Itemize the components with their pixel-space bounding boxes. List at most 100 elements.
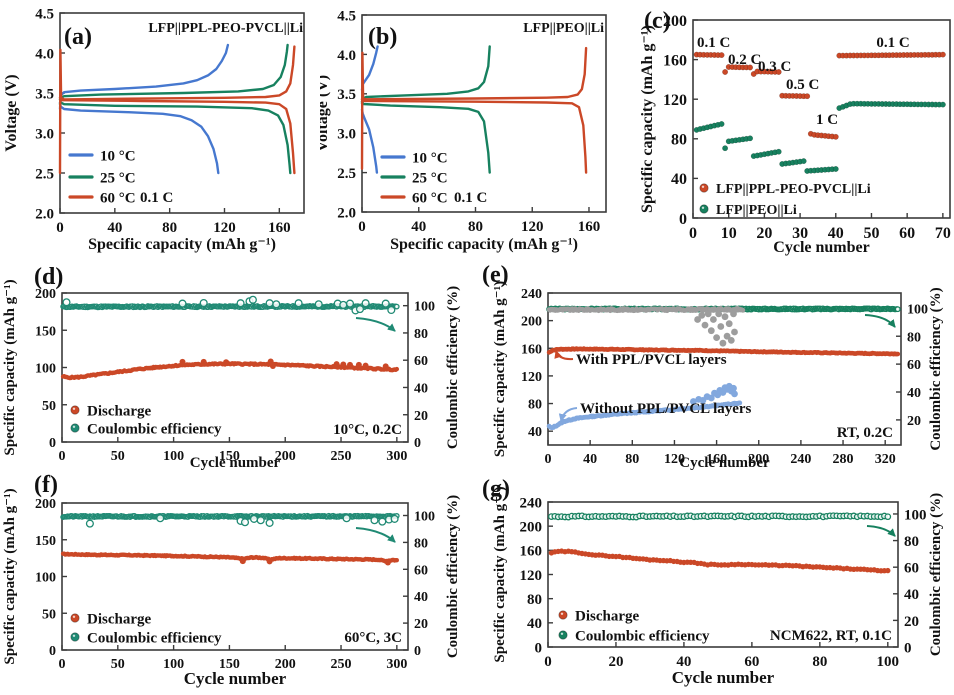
svg-text:10°C, 0.2C: 10°C, 0.2C bbox=[333, 422, 402, 438]
svg-text:Specific capacity (mAh g⁻¹): Specific capacity (mAh g⁻¹) bbox=[88, 236, 276, 253]
panel-a-voltage-profiles-ppl-peo-pvcl: 2.0 2.5 3.0 3.5 4.0 4.5 0 40 80 120 160 Voltage (V)… bbox=[3, 6, 305, 253]
svg-text:150: 150 bbox=[35, 324, 56, 339]
svg-text:320: 320 bbox=[875, 452, 896, 467]
svg-text:150: 150 bbox=[35, 534, 56, 549]
svg-text:3.0: 3.0 bbox=[337, 127, 356, 143]
svg-text:0.1 C: 0.1 C bbox=[454, 190, 487, 206]
svg-text:150: 150 bbox=[219, 657, 240, 672]
svg-text:100: 100 bbox=[35, 571, 56, 586]
panel-d-cycling-10c-02c: 0 50 100 150 200 0 50 100 150 200 250 300 0 20 40 60 80 1… bbox=[2, 264, 461, 471]
svg-text:100: 100 bbox=[163, 657, 184, 672]
svg-text:Coulombic efficiency (%): Coulombic efficiency (%) bbox=[445, 495, 461, 658]
svg-text:100: 100 bbox=[904, 507, 927, 523]
svg-text:80: 80 bbox=[812, 654, 827, 670]
svg-text:20: 20 bbox=[608, 654, 623, 670]
svg-text:300: 300 bbox=[386, 449, 407, 464]
svg-text:70: 70 bbox=[935, 225, 951, 242]
svg-text:100: 100 bbox=[877, 654, 900, 670]
svg-text:60 °C: 60 °C bbox=[100, 190, 136, 206]
svg-text:10: 10 bbox=[721, 225, 737, 242]
svg-text:RT, 0.2C: RT, 0.2C bbox=[837, 425, 893, 441]
svg-text:(f): (f) bbox=[34, 472, 58, 498]
svg-text:Voltage (V): Voltage (V) bbox=[3, 74, 20, 151]
svg-text:Cycle number: Cycle number bbox=[190, 455, 281, 471]
svg-text:240: 240 bbox=[520, 495, 543, 511]
svg-text:120: 120 bbox=[520, 568, 543, 584]
svg-text:40: 40 bbox=[414, 590, 428, 605]
svg-text:40: 40 bbox=[528, 425, 542, 440]
svg-text:0.1 C: 0.1 C bbox=[697, 35, 730, 51]
svg-text:80: 80 bbox=[162, 220, 177, 236]
svg-text:150: 150 bbox=[219, 449, 240, 464]
svg-text:3.0: 3.0 bbox=[35, 126, 54, 142]
svg-text:0: 0 bbox=[545, 452, 552, 467]
svg-text:50: 50 bbox=[111, 449, 125, 464]
svg-text:2.5: 2.5 bbox=[35, 166, 54, 182]
svg-text:0: 0 bbox=[358, 219, 366, 235]
svg-text:2.0: 2.0 bbox=[35, 206, 54, 222]
svg-text:With PPL/PVCL layers: With PPL/PVCL layers bbox=[576, 352, 727, 368]
svg-text:Specific capacity (mAh g⁻¹): Specific capacity (mAh g⁻¹) bbox=[492, 486, 508, 662]
svg-text:80: 80 bbox=[671, 132, 687, 149]
svg-text:80: 80 bbox=[625, 452, 639, 467]
svg-text:240: 240 bbox=[790, 452, 811, 467]
svg-text:0: 0 bbox=[544, 654, 552, 670]
svg-text:80: 80 bbox=[904, 534, 919, 550]
svg-text:40: 40 bbox=[414, 382, 428, 397]
svg-text:Cycle number: Cycle number bbox=[773, 239, 869, 256]
svg-text:0.1 C: 0.1 C bbox=[140, 190, 173, 206]
svg-text:LFP||PEO||Li: LFP||PEO||Li bbox=[716, 203, 797, 218]
svg-text:LFP||PPL-PEO-PVCL||Li: LFP||PPL-PEO-PVCL||Li bbox=[716, 182, 871, 197]
svg-text:200: 200 bbox=[663, 13, 687, 30]
svg-text:160: 160 bbox=[706, 452, 727, 467]
svg-text:120: 120 bbox=[521, 370, 542, 385]
svg-text:0.2 C: 0.2 C bbox=[728, 52, 761, 68]
svg-text:Cycle number: Cycle number bbox=[184, 669, 287, 688]
svg-text:20: 20 bbox=[904, 614, 919, 630]
svg-text:60: 60 bbox=[744, 654, 759, 670]
svg-text:100: 100 bbox=[35, 362, 56, 377]
svg-text:60 °C: 60 °C bbox=[412, 190, 448, 206]
svg-text:30: 30 bbox=[792, 225, 808, 242]
svg-text:120: 120 bbox=[664, 452, 685, 467]
svg-text:160: 160 bbox=[663, 52, 687, 69]
svg-text:Voltage (V): Voltage (V) bbox=[320, 75, 331, 152]
svg-text:NCM622, RT, 0.1C: NCM622, RT, 0.1C bbox=[770, 628, 892, 644]
svg-text:4.5: 4.5 bbox=[35, 6, 54, 22]
svg-text:(c): (c) bbox=[644, 8, 671, 34]
svg-text:0.1 C: 0.1 C bbox=[876, 35, 909, 51]
svg-text:250: 250 bbox=[331, 657, 352, 672]
svg-text:60°C, 3C: 60°C, 3C bbox=[344, 630, 402, 646]
svg-text:Discharge: Discharge bbox=[575, 608, 639, 624]
svg-text:40: 40 bbox=[583, 452, 597, 467]
svg-text:Cycle number: Cycle number bbox=[679, 455, 770, 471]
svg-text:200: 200 bbox=[275, 449, 296, 464]
svg-text:60: 60 bbox=[414, 354, 428, 369]
svg-text:60: 60 bbox=[907, 358, 921, 373]
svg-text:120: 120 bbox=[521, 219, 544, 235]
svg-text:Without PPL/PVCL layers: Without PPL/PVCL layers bbox=[580, 401, 752, 417]
svg-text:2.0: 2.0 bbox=[337, 205, 356, 221]
svg-text:160: 160 bbox=[578, 219, 601, 235]
svg-text:120: 120 bbox=[663, 92, 687, 109]
svg-text:0: 0 bbox=[49, 644, 56, 659]
svg-text:50: 50 bbox=[863, 225, 879, 242]
svg-text:200: 200 bbox=[520, 520, 543, 536]
svg-text:(b): (b) bbox=[368, 24, 397, 50]
svg-text:200: 200 bbox=[35, 497, 56, 512]
svg-text:100: 100 bbox=[163, 449, 184, 464]
svg-text:40: 40 bbox=[107, 220, 122, 236]
svg-text:300: 300 bbox=[386, 657, 407, 672]
svg-text:0.5 C: 0.5 C bbox=[786, 77, 819, 93]
svg-text:2.5: 2.5 bbox=[337, 166, 356, 182]
svg-text:40: 40 bbox=[527, 616, 542, 632]
svg-text:4.5: 4.5 bbox=[337, 8, 356, 24]
svg-text:4.0: 4.0 bbox=[337, 48, 356, 64]
svg-text:160: 160 bbox=[521, 342, 542, 357]
svg-text:0: 0 bbox=[414, 436, 421, 451]
svg-text:0: 0 bbox=[414, 644, 421, 659]
svg-text:60: 60 bbox=[904, 561, 919, 577]
svg-text:Specific capacity (mAh g⁻¹): Specific capacity (mAh g⁻¹) bbox=[640, 25, 656, 213]
svg-text:50: 50 bbox=[111, 657, 125, 672]
